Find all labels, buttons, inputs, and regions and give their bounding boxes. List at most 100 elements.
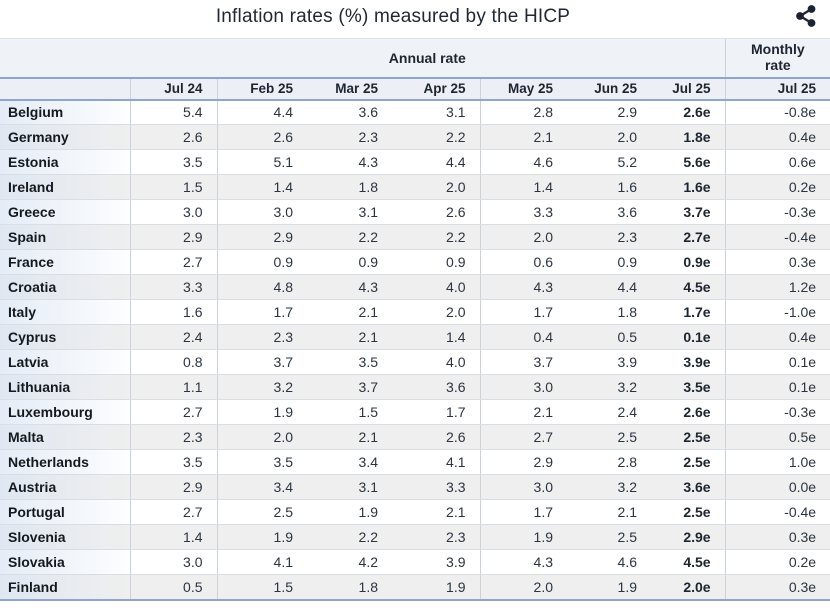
value-cell-latest: 2.5e: [651, 499, 726, 525]
value-cell: 2.0: [392, 299, 480, 325]
value-cell: 4.3: [479, 274, 567, 300]
country-cell: Spain: [0, 224, 130, 250]
value-cell: 2.9: [129, 224, 217, 250]
value-cell: 4.4: [216, 99, 307, 125]
value-cell-latest: 2.0e: [651, 574, 726, 601]
value-cell: 2.3: [567, 224, 651, 250]
value-cell: 3.6: [567, 199, 651, 225]
value-cell: 1.5: [129, 174, 217, 200]
title-bar: Inflation rates (%) measured by the HICP: [0, 0, 830, 38]
value-cell: 0.5: [129, 574, 217, 601]
value-cell-latest: 4.5e: [651, 549, 726, 575]
value-cell: 4.0: [392, 349, 480, 375]
value-cell: 2.0: [392, 174, 480, 200]
value-cell: 2.2: [307, 524, 392, 550]
monthly-value-cell: -0.8e: [724, 99, 830, 125]
table-row: Slovakia 3.0 4.1 4.2 3.9 4.3 4.6 4.5e 0.…: [0, 549, 830, 575]
table-row: Malta 2.3 2.0 2.1 2.6 2.7 2.5 2.5e 0.5e: [0, 424, 830, 450]
value-cell-latest: 1.8e: [651, 124, 726, 150]
col-header-monthly-jul25: Jul 25: [724, 76, 830, 101]
monthly-value-cell: 0.1e: [724, 349, 830, 375]
value-cell: 4.3: [307, 274, 392, 300]
value-cell: 2.2: [392, 124, 480, 150]
country-cell: Croatia: [0, 274, 130, 300]
value-cell: 3.2: [567, 374, 651, 400]
table-row: Lithuania 1.1 3.2 3.7 3.6 3.0 3.2 3.5e 0…: [0, 374, 830, 400]
country-cell: Malta: [0, 424, 130, 450]
monthly-value-cell: 0.0e: [724, 474, 830, 500]
table-row: Luxembourg 2.7 1.9 1.5 1.7 2.1 2.4 2.6e …: [0, 399, 830, 425]
value-cell: 2.1: [307, 324, 392, 350]
table-row: Austria 2.9 3.4 3.1 3.3 3.0 3.2 3.6e 0.0…: [0, 474, 830, 500]
value-cell: 1.4: [392, 324, 480, 350]
table-row: Spain 2.9 2.9 2.2 2.2 2.0 2.3 2.7e -0.4e: [0, 224, 830, 250]
value-cell: 4.6: [567, 549, 651, 575]
country-cell: Latvia: [0, 349, 130, 375]
country-cell: Netherlands: [0, 449, 130, 475]
monthly-value-cell: -0.4e: [724, 224, 830, 250]
value-cell: 1.9: [216, 524, 307, 550]
monthly-value-cell: 0.4e: [724, 124, 830, 150]
value-cell: 3.6: [392, 374, 480, 400]
value-cell: 4.2: [307, 549, 392, 575]
value-cell: 0.5: [567, 324, 651, 350]
monthly-value-cell: -0.3e: [724, 199, 830, 225]
country-cell: Greece: [0, 199, 130, 225]
value-cell: 3.2: [567, 474, 651, 500]
monthly-value-cell: 0.3e: [724, 524, 830, 550]
value-cell: 0.9: [307, 249, 392, 275]
value-cell: 2.3: [307, 124, 392, 150]
value-cell-latest: 2.5e: [651, 449, 726, 475]
value-cell: 2.6: [392, 424, 480, 450]
share-button[interactable]: [794, 3, 820, 29]
value-cell: 1.9: [567, 574, 651, 601]
value-cell: 2.0: [216, 424, 307, 450]
country-column-header: [0, 76, 130, 101]
value-cell: 3.0: [129, 199, 217, 225]
value-cell: 3.1: [307, 474, 392, 500]
value-cell: 3.7: [216, 349, 307, 375]
value-cell: 4.0: [392, 274, 480, 300]
value-cell: 2.1: [307, 299, 392, 325]
value-cell: 2.8: [567, 449, 651, 475]
value-cell: 2.5: [567, 424, 651, 450]
value-cell-latest: 2.5e: [651, 424, 726, 450]
corner-cell: [0, 38, 130, 78]
value-cell: 2.2: [307, 224, 392, 250]
value-cell: 1.8: [307, 174, 392, 200]
share-icon: [794, 4, 820, 28]
table-row: Croatia 3.3 4.8 4.3 4.0 4.3 4.4 4.5e 1.2…: [0, 274, 830, 300]
value-cell-latest: 3.9e: [651, 349, 726, 375]
table-row: Belgium 5.4 4.4 3.6 3.1 2.8 2.9 2.6e -0.…: [0, 99, 830, 125]
value-cell: 2.9: [567, 99, 651, 125]
country-cell: Cyprus: [0, 324, 130, 350]
table-row: Greece 3.0 3.0 3.1 2.6 3.3 3.6 3.7e -0.3…: [0, 199, 830, 225]
value-cell: 2.4: [129, 324, 217, 350]
page-title: Inflation rates (%) measured by the HICP: [215, 6, 571, 27]
value-cell: 1.9: [392, 574, 480, 601]
monthly-value-cell: 1.0e: [724, 449, 830, 475]
value-cell: 2.3: [216, 324, 307, 350]
value-cell: 3.3: [129, 274, 217, 300]
country-cell: Finland: [0, 574, 130, 601]
table-row: Latvia 0.8 3.7 3.5 4.0 3.7 3.9 3.9e 0.1e: [0, 349, 830, 375]
value-cell-latest: 0.9e: [651, 249, 726, 275]
table-row: Slovenia 1.4 1.9 2.2 2.3 1.9 2.5 2.9e 0.…: [0, 524, 830, 550]
annual-rate-header: Annual rate: [130, 38, 726, 78]
table-row: Portugal 2.7 2.5 1.9 2.1 1.7 2.1 2.5e -0…: [0, 499, 830, 525]
table-row: France 2.7 0.9 0.9 0.9 0.6 0.9 0.9e 0.3e: [0, 249, 830, 275]
value-cell: 1.8: [567, 299, 651, 325]
value-cell: 1.8: [307, 574, 392, 601]
value-cell: 1.1: [129, 374, 217, 400]
value-cell: 3.0: [216, 199, 307, 225]
country-cell: Belgium: [0, 99, 130, 125]
value-cell: 3.4: [307, 449, 392, 475]
value-cell: 3.3: [479, 199, 567, 225]
value-cell: 2.6: [216, 124, 307, 150]
value-cell: 2.1: [479, 124, 567, 150]
value-cell-latest: 3.7e: [651, 199, 726, 225]
value-cell: 4.3: [479, 549, 567, 575]
country-cell: Austria: [0, 474, 130, 500]
value-cell-latest: 0.1e: [651, 324, 726, 350]
value-cell: 5.2: [567, 149, 651, 175]
